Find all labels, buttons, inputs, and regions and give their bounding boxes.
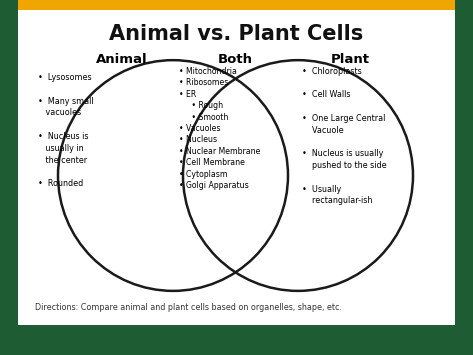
Text: Directions: Compare animal and plant cells based on organelles, shape, etc.: Directions: Compare animal and plant cel… [35, 304, 342, 312]
Text: •  Lysosomes

•  Many small
   vacuoles

•  Nucleus is
   usually in
   the cent: • Lysosomes • Many small vacuoles • Nucl… [38, 73, 93, 188]
Text: • Mitochondria
• Ribosomes
• ER
     • Rough
     • Smooth
• Vacuoles
• Nucleus
: • Mitochondria • Ribosomes • ER • Rough … [179, 67, 260, 190]
Bar [0, 0, 18, 325]
Text: •  Chloroplasts

•  Cell Walls

•  One Large Central
    Vacuole

•  Nucleus is : • Chloroplasts • Cell Walls • One Large … [302, 67, 386, 206]
Bar [18, 10, 455, 325]
Text: Both: Both [218, 53, 253, 66]
Bar [0, 325, 473, 355]
Text: Animal: Animal [96, 53, 147, 66]
Bar [455, 0, 473, 325]
Text: Animal vs. Plant Cells: Animal vs. Plant Cells [109, 24, 364, 44]
Text: Plant: Plant [330, 53, 369, 66]
